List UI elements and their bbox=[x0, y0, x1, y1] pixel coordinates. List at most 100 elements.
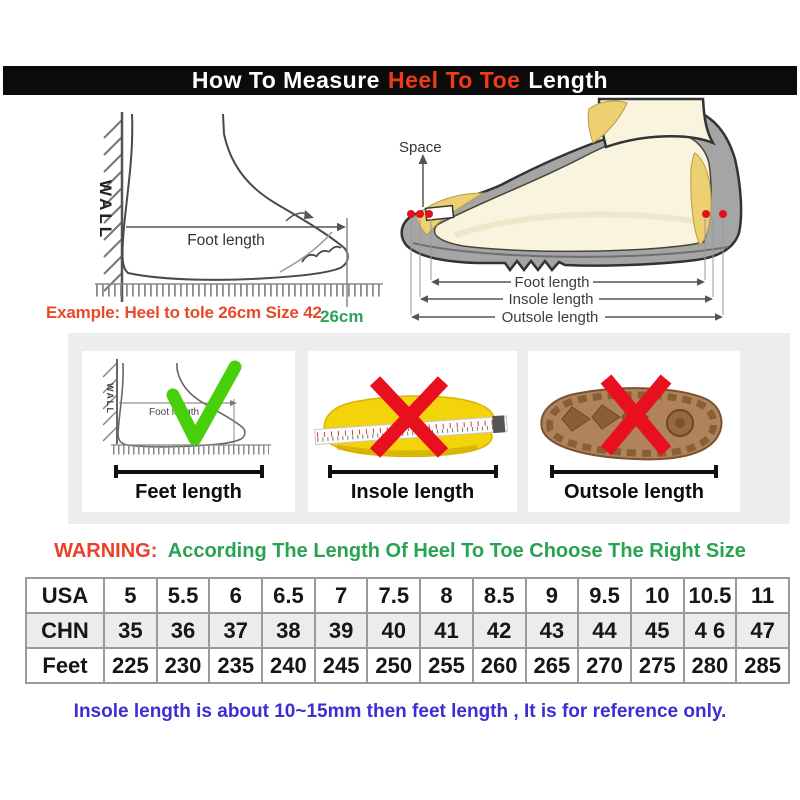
size-cell: 37 bbox=[208, 612, 264, 649]
size-cell: 9.5 bbox=[577, 577, 632, 614]
size-cell: 275 bbox=[629, 647, 685, 684]
arrowhead-up-icon bbox=[418, 154, 428, 164]
insole-diagram bbox=[313, 376, 508, 458]
size-cell: 6.5 bbox=[261, 577, 316, 614]
size-cell: 36 bbox=[155, 612, 211, 649]
size-cell: 250 bbox=[366, 647, 422, 684]
length-bracket bbox=[327, 465, 498, 478]
foot-length-label: Foot length bbox=[187, 232, 265, 249]
panel-insole-length: Insole length bbox=[308, 351, 517, 512]
warning-text: According The Length Of Heel To Toe Choo… bbox=[167, 540, 746, 562]
warning-prefix: WARNING: bbox=[54, 540, 158, 562]
size-cell: 6 bbox=[208, 577, 264, 614]
size-cell: 230 bbox=[155, 647, 211, 684]
label-bg bbox=[511, 274, 593, 290]
dimension-arrowheads bbox=[411, 278, 723, 321]
size-cell: 235 bbox=[208, 647, 264, 684]
size-cell: 285 bbox=[735, 647, 790, 684]
size-cell: 38 bbox=[261, 612, 316, 649]
cross-icon bbox=[600, 374, 672, 456]
check-icon bbox=[166, 360, 241, 446]
wall-hatching-icon bbox=[101, 362, 118, 442]
foot-sole-contour bbox=[454, 211, 694, 238]
example-text: Example: Heel to tole 26cm Size 42 bbox=[46, 303, 322, 322]
row-header: CHN bbox=[25, 612, 105, 649]
cross-icon bbox=[369, 376, 448, 458]
wall-hatching-icon bbox=[103, 119, 123, 292]
size-cell: 11 bbox=[735, 577, 790, 614]
foot-outline bbox=[116, 362, 246, 448]
size-cell: 5 bbox=[103, 577, 158, 614]
table-row-usa: USA 5 5.5 6 6.5 7 7.5 8 8.5 9 9.5 10 10.… bbox=[25, 577, 790, 614]
method-panels-band: WALL Foot length Feet length bbox=[68, 333, 790, 524]
row-header: USA bbox=[25, 577, 105, 614]
insole-shadow bbox=[336, 444, 478, 456]
size-cell: 7 bbox=[313, 577, 369, 614]
space-label: Space bbox=[399, 139, 442, 156]
size-cell: 265 bbox=[524, 647, 580, 684]
size-cell: 43 bbox=[524, 612, 580, 649]
mini-foot-length-label: Foot length bbox=[149, 407, 199, 418]
warning-line: WARNING: According The Length Of Heel To… bbox=[0, 540, 800, 563]
size-cell: 7.5 bbox=[366, 577, 422, 614]
size-cell: 255 bbox=[419, 647, 474, 684]
ankle-lining bbox=[587, 100, 628, 144]
size-cell: 5.5 bbox=[155, 577, 211, 614]
size-cell: 8 bbox=[419, 577, 474, 614]
size-cell: 42 bbox=[471, 612, 527, 649]
size-cell: 240 bbox=[261, 647, 316, 684]
panel-label: Outsole length bbox=[564, 481, 704, 503]
heel-lining bbox=[690, 152, 712, 246]
size-cell: 270 bbox=[577, 647, 632, 684]
size-cell: 8.5 bbox=[471, 577, 527, 614]
size-cell: 225 bbox=[103, 647, 158, 684]
size-cell: 47 bbox=[735, 612, 790, 649]
size-cell: 44 bbox=[577, 612, 632, 649]
title-prefix: How To Measure bbox=[191, 67, 380, 93]
shoe-outsole-length-label: Outsole length bbox=[502, 309, 599, 326]
size-cell: 4 6 bbox=[682, 612, 738, 649]
panel-feet-length: WALL Foot length Feet length bbox=[82, 351, 295, 512]
size-cell: 10.5 bbox=[682, 577, 738, 614]
size-cell: 39 bbox=[313, 612, 369, 649]
length-bracket bbox=[113, 465, 264, 478]
toe-details bbox=[301, 245, 342, 263]
foot-measure-diagram: WALL Foot length bbox=[95, 112, 383, 307]
wall-label: WALL bbox=[96, 180, 115, 240]
size-cell: 35 bbox=[103, 612, 158, 649]
length-bracket bbox=[550, 465, 718, 478]
title-suffix: Length bbox=[528, 67, 609, 93]
size-cell: 40 bbox=[366, 612, 422, 649]
size-cell: 45 bbox=[629, 612, 685, 649]
shoe-cross-section-diagram: Space Foot length Insole length Outsole … bbox=[399, 97, 743, 326]
foot-outline bbox=[121, 113, 349, 281]
sole-edge-line bbox=[412, 242, 729, 258]
size-cell: 245 bbox=[313, 647, 369, 684]
row-header: Feet bbox=[25, 647, 105, 684]
size-cell: 41 bbox=[419, 612, 474, 649]
size-cell: 260 bbox=[471, 647, 527, 684]
heel-circle-center bbox=[675, 418, 685, 428]
size-conversion-table: USA 5 5.5 6 6.5 7 7.5 8 8.5 9 9.5 10 10.… bbox=[25, 577, 790, 684]
reference-footnote: Insole length is about 10~15mm then feet… bbox=[73, 701, 727, 722]
small-arrowhead-icon bbox=[304, 210, 314, 219]
shoe-insole-length-label: Insole length bbox=[508, 291, 593, 308]
panel-label: Feet length bbox=[135, 481, 242, 503]
title-highlight: Heel To Toe bbox=[387, 67, 521, 93]
wall-label: WALL bbox=[105, 383, 115, 415]
size-cell: 9 bbox=[524, 577, 580, 614]
shoe-foot-length-label: Foot length bbox=[514, 274, 589, 291]
outsole-diagram bbox=[540, 374, 723, 461]
mini-foot-diagram: WALL Foot length bbox=[101, 359, 271, 455]
size-cell: 280 bbox=[682, 647, 738, 684]
size-cell: 10 bbox=[629, 577, 685, 614]
table-row-chn: CHN 35 36 37 38 39 40 41 42 43 44 45 4 6… bbox=[25, 612, 790, 649]
panel-label: Insole length bbox=[350, 481, 475, 503]
table-row-feet: Feet 225 230 235 240 245 250 255 260 265… bbox=[25, 647, 790, 684]
measure-guide-lines bbox=[410, 219, 724, 315]
label-bg bbox=[495, 309, 605, 325]
measure-point-dots bbox=[407, 210, 727, 218]
page-title: How To Measure Heel To Toe Length bbox=[3, 66, 797, 95]
panel-outsole-length: Outsole length bbox=[528, 351, 740, 512]
outsole-lugs bbox=[546, 391, 718, 457]
